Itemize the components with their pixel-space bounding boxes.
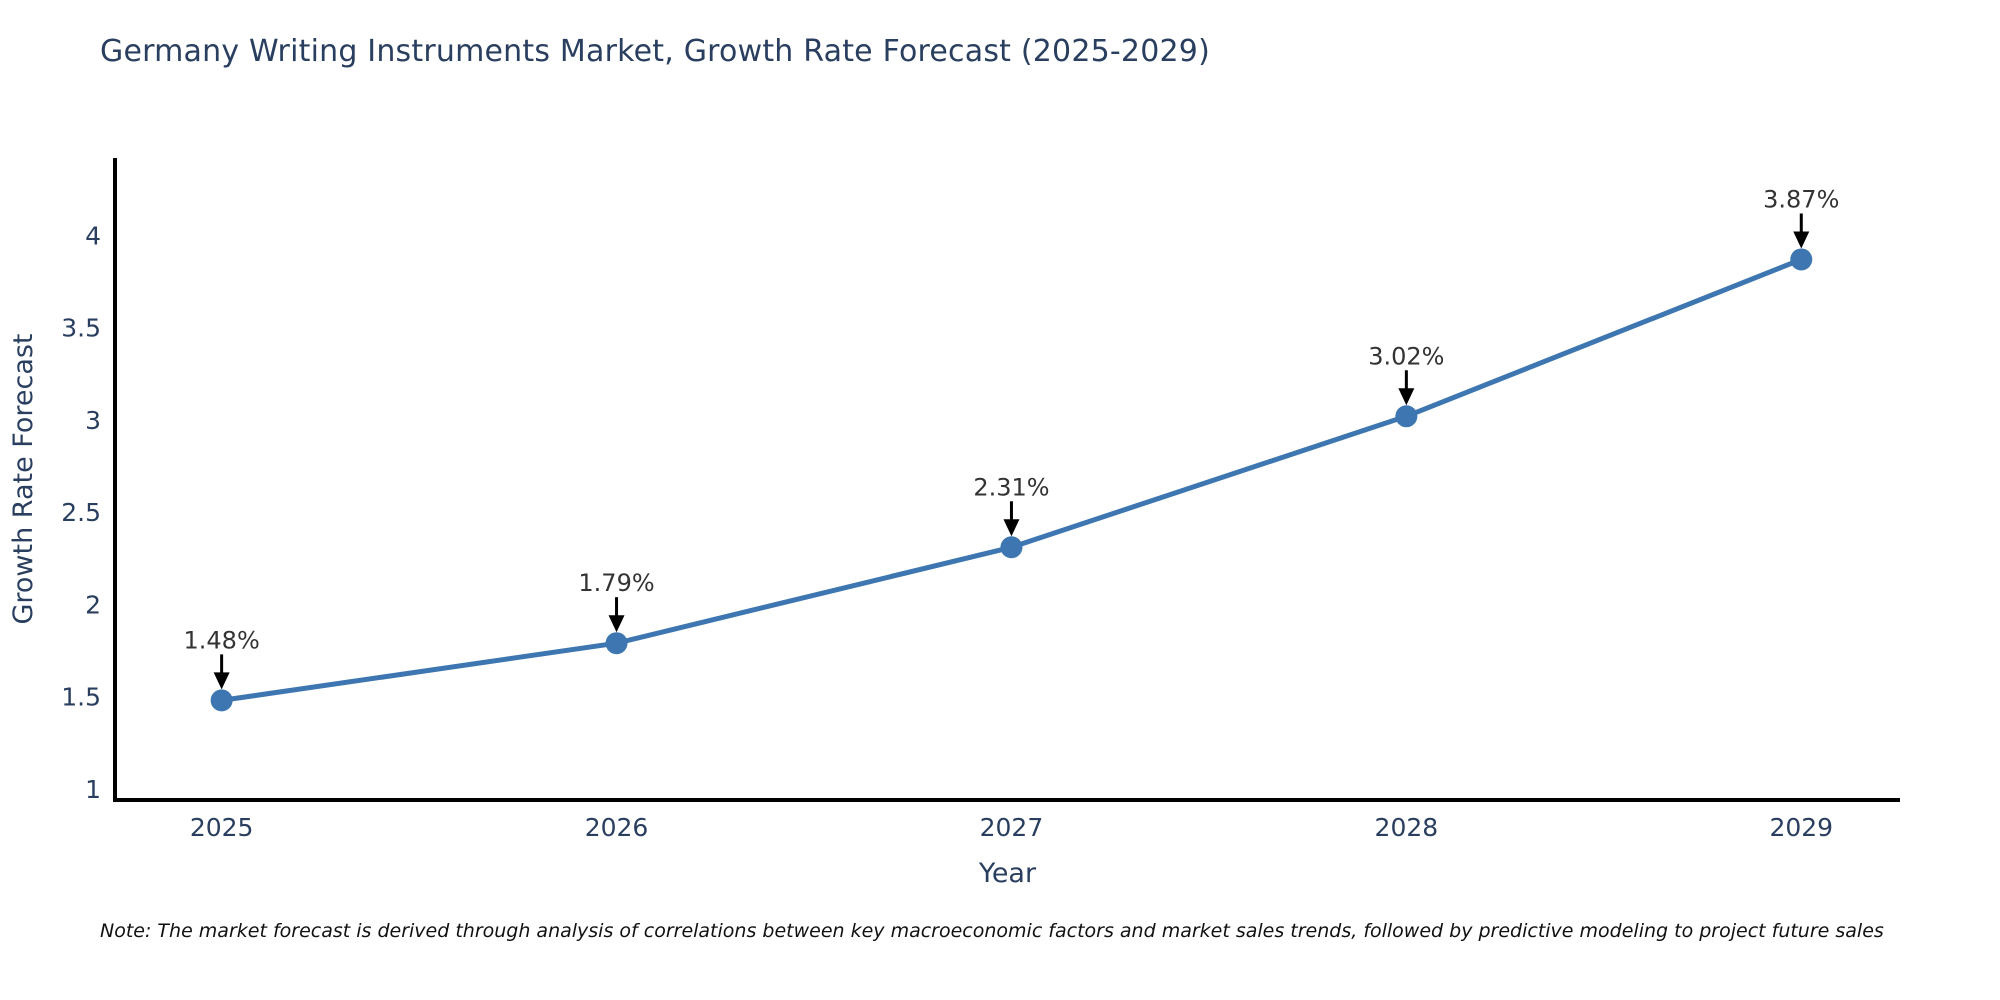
x-tick-label: 2029 bbox=[1769, 813, 1833, 842]
x-tick-label: 2027 bbox=[980, 813, 1044, 842]
chart-title: Germany Writing Instruments Market, Grow… bbox=[100, 34, 1210, 69]
y-tick-label: 3.5 bbox=[61, 314, 101, 343]
data-point-label: 2.31% bbox=[973, 473, 1049, 501]
data-point-marker bbox=[210, 689, 233, 712]
annotation-arrowhead-icon bbox=[1003, 519, 1020, 537]
footnote-text: Note: The market forecast is derived thr… bbox=[100, 920, 1884, 942]
x-tick-label: 2028 bbox=[1375, 813, 1439, 842]
x-tick-label: 2026 bbox=[585, 813, 649, 842]
data-point-marker bbox=[1000, 536, 1023, 559]
data-point-label: 3.87% bbox=[1763, 185, 1839, 213]
data-point-marker bbox=[1790, 248, 1813, 271]
data-point-marker bbox=[1395, 405, 1418, 428]
y-tick-label: 3 bbox=[85, 406, 101, 435]
data-point-label: 1.79% bbox=[578, 569, 654, 597]
y-tick-label: 1.5 bbox=[61, 683, 101, 712]
data-point-marker bbox=[605, 632, 628, 655]
y-axis-title: Growth Rate Forecast bbox=[8, 333, 39, 624]
data-point-label: 1.48% bbox=[184, 626, 260, 654]
annotation-arrowhead-icon bbox=[1793, 231, 1810, 249]
x-axis-title: Year bbox=[978, 858, 1037, 889]
y-tick-label: 2 bbox=[85, 590, 101, 619]
x-tick-label: 2025 bbox=[190, 813, 254, 842]
y-tick-label: 2.5 bbox=[61, 498, 101, 527]
data-point-label: 3.02% bbox=[1368, 342, 1444, 370]
annotation-arrowhead-icon bbox=[608, 615, 625, 633]
y-tick-label: 4 bbox=[85, 221, 101, 250]
annotation-arrowhead-icon bbox=[1398, 388, 1415, 406]
y-tick-label: 1 bbox=[85, 775, 101, 804]
annotation-arrowhead-icon bbox=[213, 672, 230, 690]
